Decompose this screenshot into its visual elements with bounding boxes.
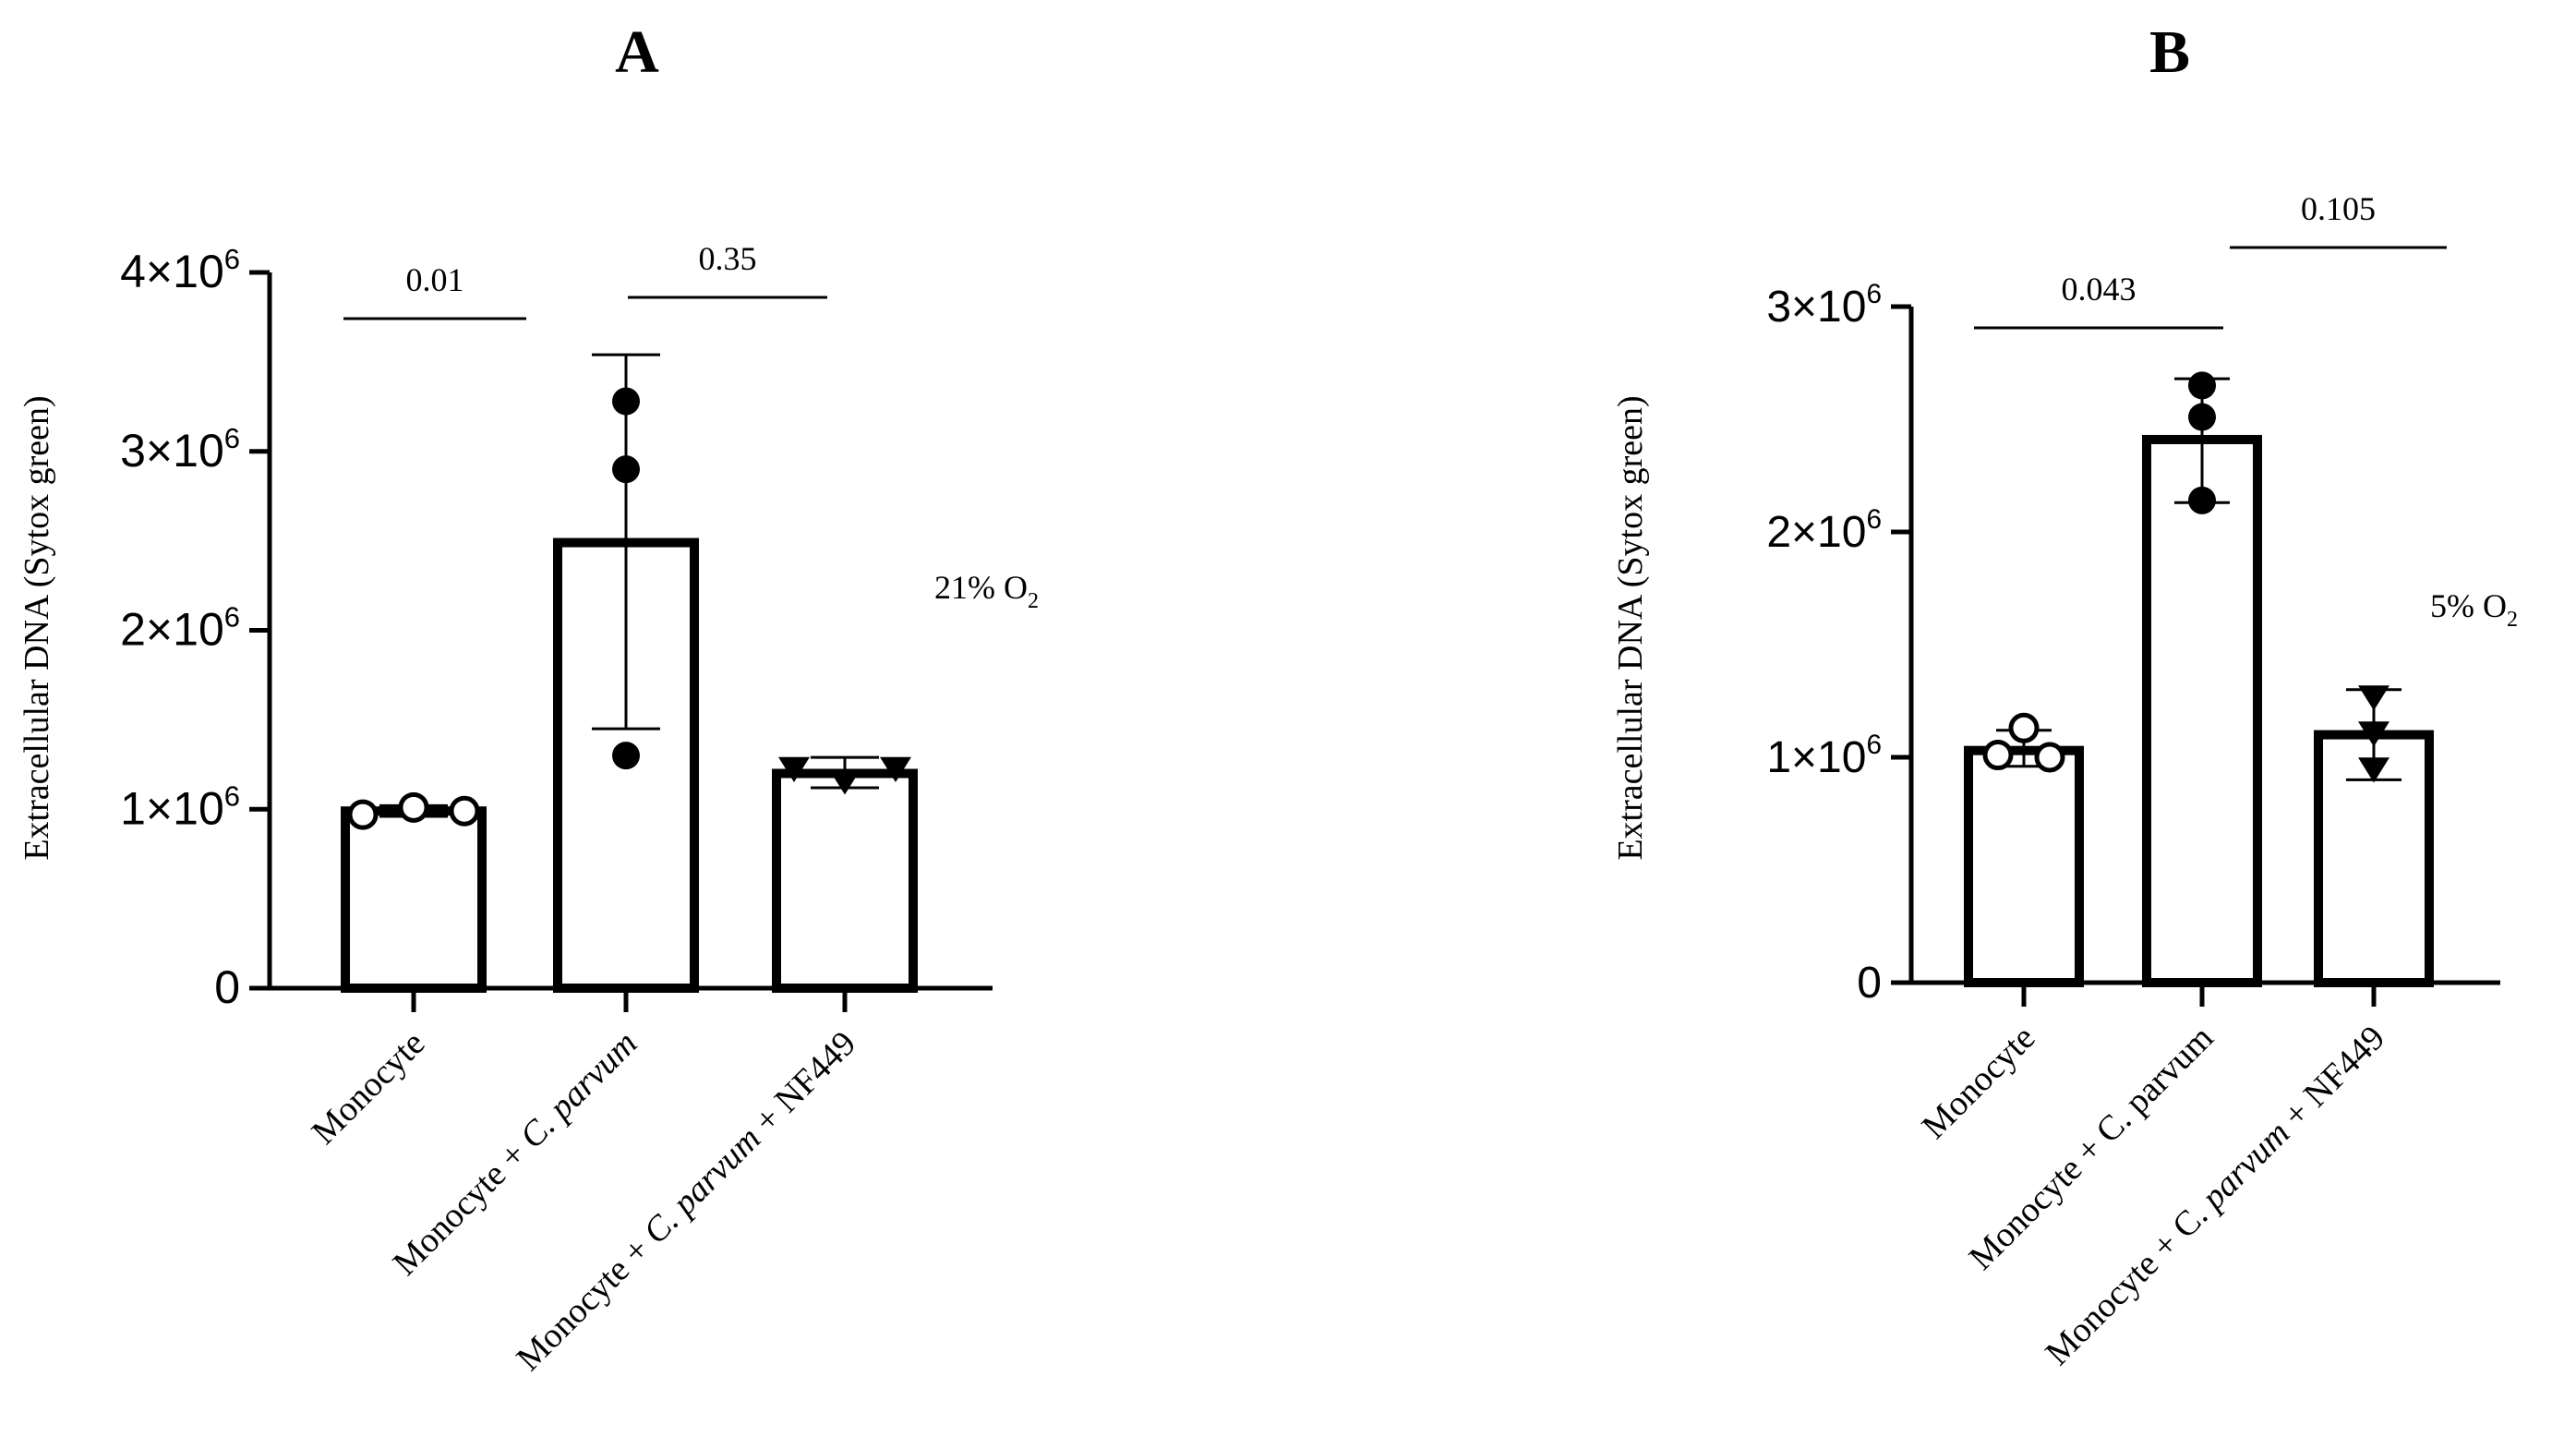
x-category-label-part: + NF449 xyxy=(740,1024,863,1147)
oxygen-annotation: 5% O2 xyxy=(2430,587,2518,632)
bar-3 xyxy=(772,768,918,993)
x-category-label: Monocyte + C. parvum xyxy=(386,1024,645,1284)
data-point xyxy=(1982,740,2014,771)
oxygen-annotation-text: 21% O xyxy=(934,569,1028,606)
y-tick-label-base: 2×10 xyxy=(120,604,224,656)
comparison-p-value: 0.105 xyxy=(2301,190,2376,227)
bar-1 xyxy=(341,806,487,993)
data-point xyxy=(2034,742,2065,773)
x-category-label: Monocyte xyxy=(305,1024,433,1153)
oxygen-annotation: 21% O2 xyxy=(934,569,1039,613)
data-point xyxy=(2188,371,2216,400)
y-tick-label-base: 4×10 xyxy=(120,246,224,297)
y-axis-label: Extracellular DNA (Sytox green) xyxy=(1611,395,1650,860)
bar-2 xyxy=(2142,434,2262,987)
oxygen-annotation-text: 5% O xyxy=(2430,587,2507,624)
comparison-p-value: 0.35 xyxy=(699,240,757,277)
x-category-label-part: Monocyte xyxy=(305,1024,433,1153)
y-tick-label-base: 1×10 xyxy=(1766,733,1866,782)
y-tick-label: 2×106 xyxy=(1766,504,1882,557)
data-point xyxy=(612,742,640,770)
data-point xyxy=(2358,721,2389,747)
panel-label: A xyxy=(615,18,659,86)
x-category-label-part: C. parvum xyxy=(636,1119,768,1251)
y-tick-label-exponent: 6 xyxy=(224,422,240,454)
y-tick-label: 4×106 xyxy=(120,243,240,297)
data-point xyxy=(449,795,480,827)
oxygen-annotation-subscript: 2 xyxy=(2507,608,2518,632)
y-tick-label: 3×106 xyxy=(120,422,240,477)
y-tick-label: 0 xyxy=(214,961,240,1013)
y-tick-label: 2×106 xyxy=(120,601,240,656)
x-category-label-part: Monocyte xyxy=(1915,1019,2043,1147)
y-tick-label-base: 0 xyxy=(1857,959,1882,1008)
y-tick-label-base: 2×10 xyxy=(1766,508,1866,557)
y-tick-label: 1×106 xyxy=(120,779,240,834)
x-category-label-part: Monocyte + xyxy=(509,1224,663,1378)
data-point xyxy=(612,387,640,416)
x-category-label-part: parvum xyxy=(2192,1114,2297,1219)
data-point xyxy=(347,799,379,830)
data-point xyxy=(2358,757,2389,783)
data-point xyxy=(2188,403,2216,431)
data-point xyxy=(398,791,429,823)
data-point xyxy=(2008,712,2040,743)
data-point xyxy=(2188,486,2216,514)
x-category-label-part: C. parvum xyxy=(512,1024,644,1156)
data-point xyxy=(880,756,911,782)
y-tick-label-base: 1×10 xyxy=(120,782,224,834)
y-tick-label: 1×106 xyxy=(1766,730,1882,782)
y-tick-label: 3×106 xyxy=(1766,279,1882,332)
panel-label: B xyxy=(2149,18,2190,86)
y-tick-label-exponent: 6 xyxy=(224,779,240,812)
y-tick-label-exponent: 6 xyxy=(1866,730,1882,760)
comparison-p-value: 0.01 xyxy=(406,261,464,298)
comparison-p-value: 0.043 xyxy=(2062,271,2137,308)
y-axis-label: Extracellular DNA (Sytox green) xyxy=(18,395,56,860)
y-tick-label-exponent: 6 xyxy=(1866,504,1882,535)
x-category-label-part: + NF449 xyxy=(2269,1019,2392,1141)
y-tick-label-base: 3×10 xyxy=(1766,283,1866,332)
oxygen-annotation-subscript: 2 xyxy=(1028,589,1039,613)
x-category-label: Monocyte + C. parvum + NF449 xyxy=(509,1024,863,1379)
x-category-label: Monocyte + C. parvum + NF449 xyxy=(2038,1019,2392,1373)
data-point xyxy=(829,769,861,795)
y-tick-label-exponent: 6 xyxy=(224,601,240,634)
bar-1 xyxy=(1964,745,2084,987)
y-tick-label-exponent: 6 xyxy=(224,243,240,275)
x-category-label-part: Monocyte + C. xyxy=(2038,1189,2221,1373)
y-tick-label-base: 3×10 xyxy=(120,425,224,477)
y-tick-label-base: 0 xyxy=(214,961,240,1013)
data-point xyxy=(612,455,640,484)
data-point xyxy=(2358,685,2389,711)
x-category-label-part: Monocyte + xyxy=(386,1129,540,1283)
x-category-label: Monocyte xyxy=(1915,1019,2043,1147)
data-point xyxy=(778,756,810,782)
y-tick-label-exponent: 6 xyxy=(1866,279,1882,309)
y-tick-label: 0 xyxy=(1857,959,1882,1008)
